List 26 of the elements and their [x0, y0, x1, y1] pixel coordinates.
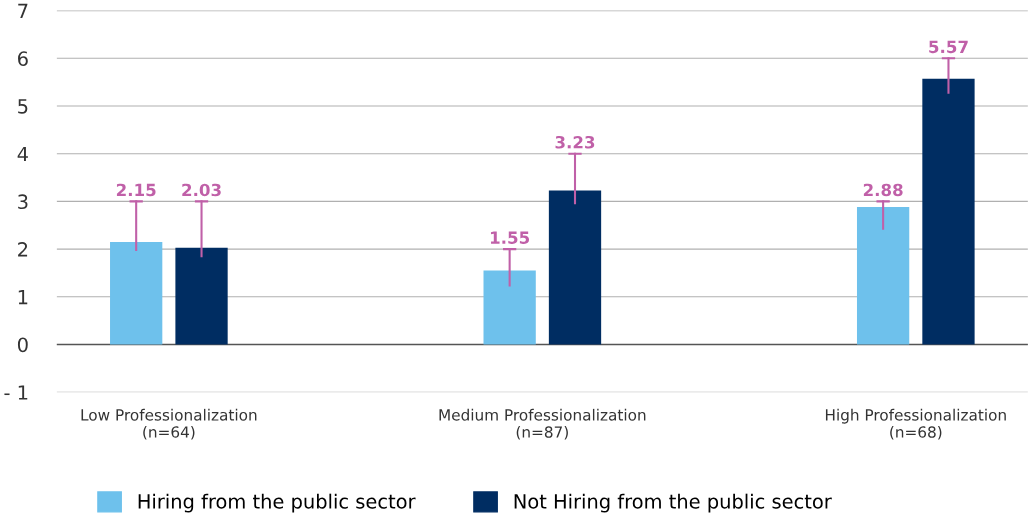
x-tick-label: Medium Professionalization (n=87) [439, 408, 646, 440]
data-label: 2.15 [116, 183, 156, 197]
y-tick-label: 3 [18, 194, 28, 210]
y-tick-label: 5 [18, 99, 28, 114]
bar [548, 190, 602, 345]
y-tick-label: 0 [17, 337, 28, 353]
x-tick-label: High Professionalization (n=68) [825, 408, 1006, 440]
bar [922, 78, 975, 345]
bar [483, 270, 536, 345]
y-tick-label: 7 [18, 3, 28, 18]
x-tick-label: Low Professionalization (n=64) [81, 408, 257, 440]
legend-label: Not Hiring from the public sector [514, 493, 832, 513]
legend-label: Hiring from the public sector [138, 493, 416, 513]
y-tick-label: 6 [18, 51, 28, 66]
data-label: 2.03 [182, 183, 221, 197]
bar [856, 207, 910, 345]
data-label: 3.23 [555, 135, 595, 149]
data-label: 2.88 [863, 183, 903, 197]
bar [110, 241, 163, 345]
y-tick-label: 1 [18, 290, 28, 305]
y-tick-label: 2 [18, 242, 28, 257]
y-tick-label: - 1 [4, 385, 28, 400]
data-label: 1.55 [490, 231, 530, 244]
bar [175, 247, 228, 345]
data-label: 5.57 [929, 40, 968, 54]
y-tick-label: 4 [17, 146, 28, 162]
